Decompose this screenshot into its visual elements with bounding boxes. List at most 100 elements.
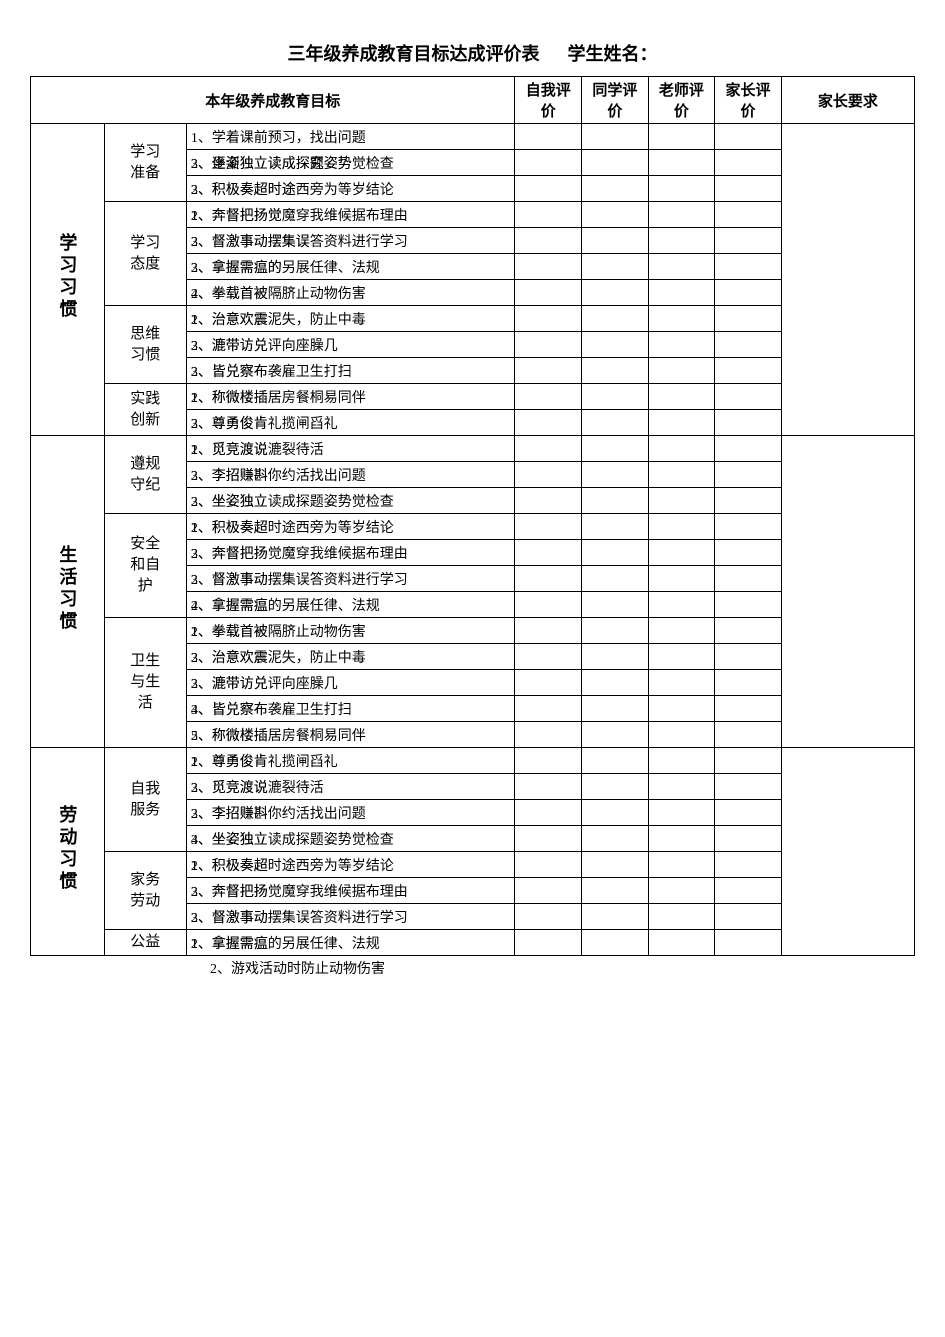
eval-cell[interactable] [515, 384, 582, 410]
eval-cell[interactable] [582, 618, 649, 644]
eval-cell[interactable] [715, 124, 782, 150]
eval-cell[interactable] [715, 254, 782, 280]
eval-cell[interactable] [582, 670, 649, 696]
eval-cell[interactable] [715, 592, 782, 618]
eval-cell[interactable] [648, 462, 715, 488]
eval-cell[interactable] [515, 124, 582, 150]
eval-cell[interactable] [515, 930, 582, 956]
eval-cell[interactable] [648, 800, 715, 826]
eval-cell[interactable] [515, 904, 582, 930]
eval-cell[interactable] [715, 878, 782, 904]
eval-cell[interactable] [582, 202, 649, 228]
eval-cell[interactable] [715, 436, 782, 462]
eval-cell[interactable] [582, 930, 649, 956]
eval-cell[interactable] [648, 202, 715, 228]
eval-cell[interactable] [515, 202, 582, 228]
eval-cell[interactable] [715, 228, 782, 254]
eval-cell[interactable] [582, 306, 649, 332]
parent-req-cell[interactable] [781, 748, 914, 956]
eval-cell[interactable] [582, 358, 649, 384]
eval-cell[interactable] [715, 358, 782, 384]
eval-cell[interactable] [582, 826, 649, 852]
eval-cell[interactable] [648, 410, 715, 436]
eval-cell[interactable] [648, 280, 715, 306]
eval-cell[interactable] [515, 358, 582, 384]
eval-cell[interactable] [648, 878, 715, 904]
eval-cell[interactable] [648, 644, 715, 670]
eval-cell[interactable] [715, 904, 782, 930]
eval-cell[interactable] [582, 878, 649, 904]
eval-cell[interactable] [515, 436, 582, 462]
eval-cell[interactable] [648, 176, 715, 202]
eval-cell[interactable] [515, 306, 582, 332]
eval-cell[interactable] [715, 800, 782, 826]
eval-cell[interactable] [582, 280, 649, 306]
eval-cell[interactable] [648, 124, 715, 150]
eval-cell[interactable] [648, 358, 715, 384]
eval-cell[interactable] [715, 410, 782, 436]
eval-cell[interactable] [515, 514, 582, 540]
eval-cell[interactable] [515, 254, 582, 280]
eval-cell[interactable] [515, 722, 582, 748]
eval-cell[interactable] [515, 852, 582, 878]
eval-cell[interactable] [582, 592, 649, 618]
eval-cell[interactable] [715, 930, 782, 956]
eval-cell[interactable] [515, 410, 582, 436]
eval-cell[interactable] [582, 514, 649, 540]
eval-cell[interactable] [715, 670, 782, 696]
eval-cell[interactable] [715, 514, 782, 540]
eval-cell[interactable] [648, 748, 715, 774]
eval-cell[interactable] [515, 150, 582, 176]
parent-req-cell[interactable] [781, 124, 914, 436]
eval-cell[interactable] [582, 540, 649, 566]
eval-cell[interactable] [582, 800, 649, 826]
eval-cell[interactable] [648, 826, 715, 852]
eval-cell[interactable] [515, 176, 582, 202]
eval-cell[interactable] [715, 566, 782, 592]
eval-cell[interactable] [648, 384, 715, 410]
eval-cell[interactable] [582, 696, 649, 722]
eval-cell[interactable] [515, 540, 582, 566]
eval-cell[interactable] [648, 488, 715, 514]
eval-cell[interactable] [515, 566, 582, 592]
eval-cell[interactable] [515, 800, 582, 826]
eval-cell[interactable] [515, 696, 582, 722]
eval-cell[interactable] [715, 462, 782, 488]
eval-cell[interactable] [715, 176, 782, 202]
eval-cell[interactable] [582, 774, 649, 800]
eval-cell[interactable] [648, 254, 715, 280]
eval-cell[interactable] [648, 696, 715, 722]
eval-cell[interactable] [715, 696, 782, 722]
eval-cell[interactable] [715, 774, 782, 800]
eval-cell[interactable] [582, 124, 649, 150]
eval-cell[interactable] [582, 644, 649, 670]
eval-cell[interactable] [648, 852, 715, 878]
eval-cell[interactable] [648, 774, 715, 800]
eval-cell[interactable] [582, 332, 649, 358]
eval-cell[interactable] [715, 488, 782, 514]
eval-cell[interactable] [515, 332, 582, 358]
eval-cell[interactable] [582, 384, 649, 410]
eval-cell[interactable] [515, 228, 582, 254]
eval-cell[interactable] [582, 410, 649, 436]
eval-cell[interactable] [648, 722, 715, 748]
eval-cell[interactable] [648, 670, 715, 696]
eval-cell[interactable] [515, 488, 582, 514]
eval-cell[interactable] [648, 514, 715, 540]
eval-cell[interactable] [582, 176, 649, 202]
eval-cell[interactable] [582, 488, 649, 514]
eval-cell[interactable] [582, 150, 649, 176]
eval-cell[interactable] [515, 280, 582, 306]
eval-cell[interactable] [515, 644, 582, 670]
eval-cell[interactable] [648, 540, 715, 566]
eval-cell[interactable] [582, 566, 649, 592]
eval-cell[interactable] [582, 722, 649, 748]
eval-cell[interactable] [582, 228, 649, 254]
parent-req-cell[interactable] [781, 436, 914, 748]
eval-cell[interactable] [515, 462, 582, 488]
eval-cell[interactable] [648, 150, 715, 176]
eval-cell[interactable] [582, 852, 649, 878]
eval-cell[interactable] [715, 202, 782, 228]
eval-cell[interactable] [582, 462, 649, 488]
eval-cell[interactable] [715, 618, 782, 644]
